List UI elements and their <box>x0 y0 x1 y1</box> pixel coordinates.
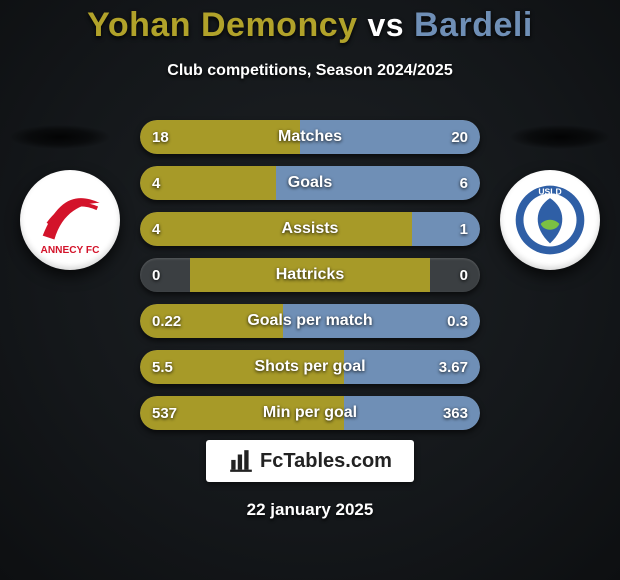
vs-label: vs <box>368 7 405 43</box>
stat-bar-right <box>276 166 480 200</box>
stat-row: 00Hattricks <box>140 258 480 292</box>
stat-bar-neutral <box>190 258 430 292</box>
page-title: Yohan Demoncy vs Bardeli <box>0 6 620 45</box>
stat-row: 46Goals <box>140 166 480 200</box>
svg-text:ANNECY FC: ANNECY FC <box>41 245 101 256</box>
team-a-badge: ANNECY FC <box>20 170 120 270</box>
stat-bar-right <box>300 120 480 154</box>
stat-bar-left <box>140 120 300 154</box>
stat-bar-left <box>140 212 412 246</box>
stat-bar-right <box>344 396 480 430</box>
brand-text: FcTables.com <box>260 450 392 473</box>
brand-box: FcTables.com <box>206 440 414 482</box>
stat-bar-left <box>140 396 344 430</box>
stat-row: 537363Min per goal <box>140 396 480 430</box>
stat-row: 41Assists <box>140 212 480 246</box>
svg-text:USLD: USLD <box>538 186 561 196</box>
player-b-shadow <box>510 125 610 149</box>
stat-bar-left <box>140 166 276 200</box>
stat-value-right: 0 <box>460 258 468 292</box>
bar-chart-icon <box>228 448 254 474</box>
subtitle: Club competitions, Season 2024/2025 <box>0 62 620 80</box>
stat-bar-left <box>140 304 283 338</box>
annecy-logo-icon: ANNECY FC <box>31 181 109 259</box>
stat-bar-left <box>140 350 344 384</box>
stats-container: 1820Matches46Goals41Assists00Hattricks0.… <box>140 120 480 442</box>
stat-row: 5.53.67Shots per goal <box>140 350 480 384</box>
date-footer: 22 january 2025 <box>0 500 620 520</box>
stat-bar-right <box>344 350 480 384</box>
stat-value-left: 0 <box>152 258 160 292</box>
player-a-name: Yohan Demoncy <box>87 6 357 44</box>
stat-row: 1820Matches <box>140 120 480 154</box>
stat-bar-right <box>283 304 480 338</box>
player-a-shadow <box>10 125 110 149</box>
usld-logo-icon: USLD <box>511 181 589 259</box>
stat-row: 0.220.3Goals per match <box>140 304 480 338</box>
team-b-badge: USLD <box>500 170 600 270</box>
player-b-name: Bardeli <box>414 6 533 44</box>
stat-bar-right <box>412 212 480 246</box>
